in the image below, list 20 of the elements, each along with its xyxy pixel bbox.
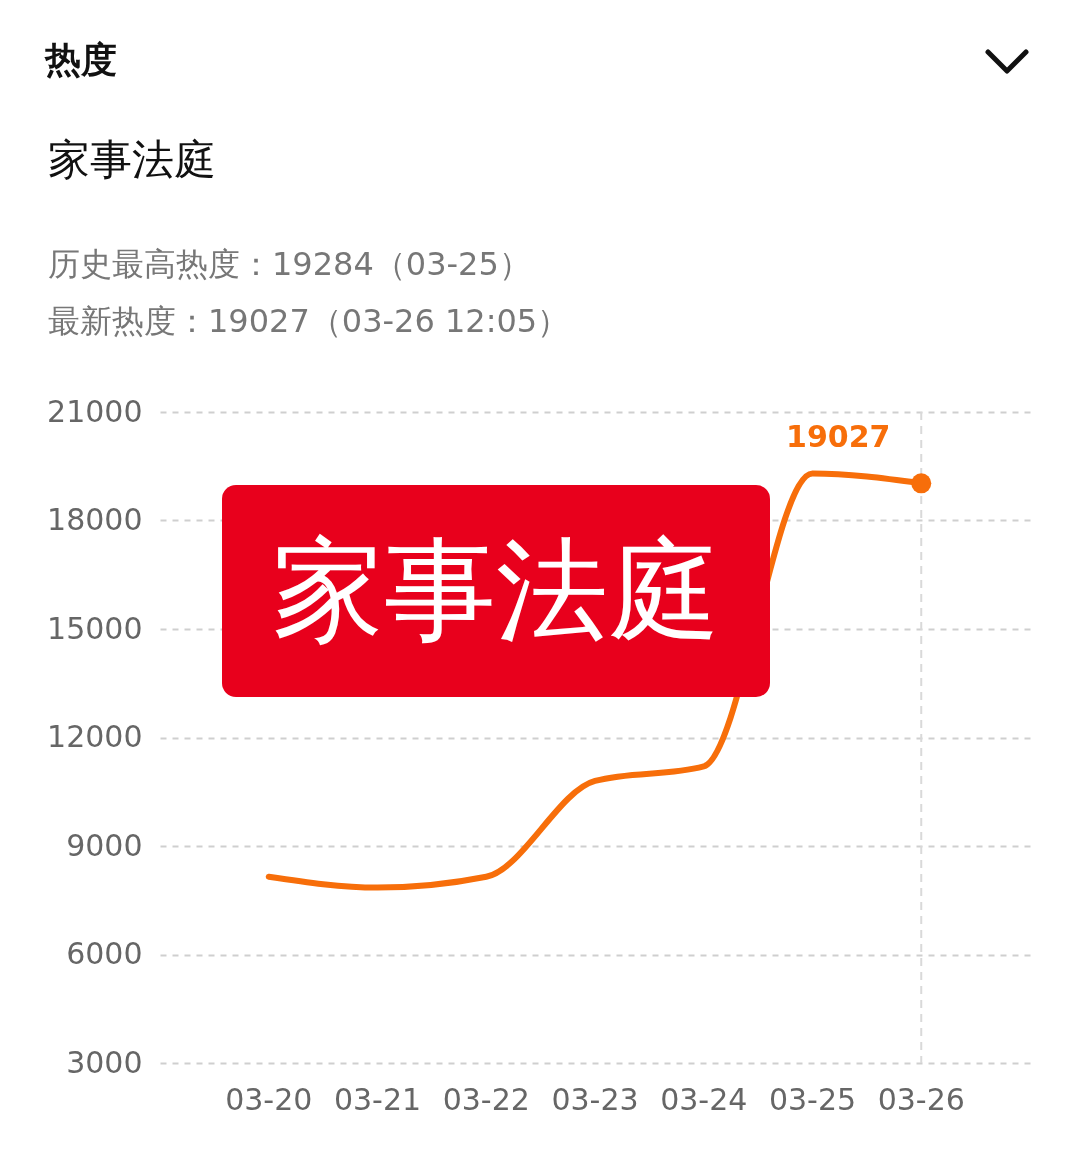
y-tick-label: 9000 <box>66 827 143 863</box>
y-tick-label: 18000 <box>47 502 143 537</box>
y-tick-label: 3000 <box>66 1044 143 1080</box>
y-tick-label: 21000 <box>47 393 143 429</box>
text: 热度 <box>45 38 117 82</box>
x-tick-label: 03-20 <box>225 1081 313 1117</box>
y-tick-label: 15000 <box>47 610 143 646</box>
chart-title: 家事法庭 <box>48 134 216 186</box>
x-tick-label: 03-26 <box>877 1081 965 1117</box>
x-tick-label: 03-23 <box>551 1081 639 1117</box>
chart-subtitle: 历史最高热度：19284（03-25） <box>48 244 532 285</box>
x-tick-label: 03-25 <box>768 1081 857 1117</box>
data-label: 19027 <box>786 419 891 455</box>
x-tick-label: 03-22 <box>442 1081 530 1117</box>
x-tick-label: 03-24 <box>660 1081 748 1117</box>
annotation: 家事法庭 <box>222 485 770 697</box>
text: 最新热度：19027（03-26 12:05） <box>48 301 570 342</box>
x-tick-label: 03-21 <box>333 1081 422 1117</box>
y-tick-label: 12000 <box>47 719 143 754</box>
y-tick-label: 6000 <box>66 936 143 971</box>
